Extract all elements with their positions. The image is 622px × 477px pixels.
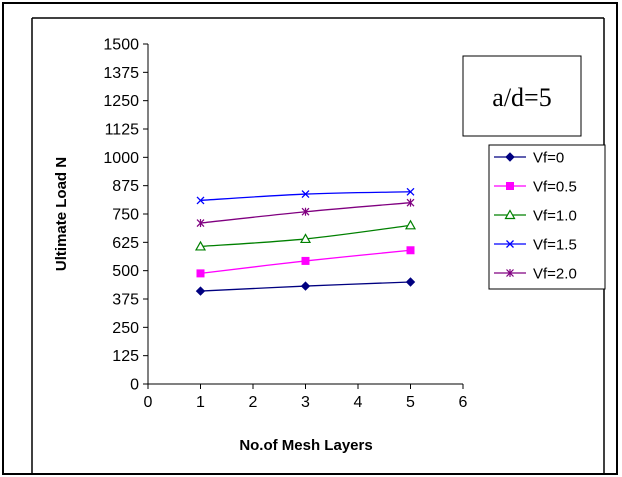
x-tick-label: 2: [249, 394, 258, 411]
series-line-3: [200, 191, 411, 202]
legend-marker: [506, 182, 514, 190]
data-point: [196, 196, 205, 205]
legend-marker: [504, 209, 516, 220]
x-tick-label: 3: [301, 394, 310, 411]
legend-marker: [506, 269, 514, 277]
legend: Vf=0 Vf=0.5 Vf=1.0 Vf=1.5 Vf=2.0: [494, 150, 577, 283]
data-point: [406, 187, 415, 196]
y-tick-label: 1000: [103, 150, 139, 167]
y-tick-label: 250: [112, 320, 139, 337]
data-point: [299, 233, 312, 244]
y-tick-label: 1125: [105, 122, 140, 139]
x-axis-ticks: 0 1 2 3 4 5 6: [144, 384, 468, 411]
y-tick-label: 0: [130, 377, 139, 394]
data-point: [301, 190, 310, 199]
legend-label: Vf=1.0: [533, 208, 577, 225]
x-tick-label: 5: [406, 394, 415, 411]
data-point: [405, 277, 416, 287]
legend-label: Vf=2.0: [533, 266, 577, 283]
y-tick-label: 125: [112, 348, 139, 365]
y-tick-label: 1250: [103, 93, 139, 110]
x-tick-label: 0: [144, 394, 153, 411]
y-axis-ticks: 0 125 250 375 500 625 750 875 1000 1125 1250 1375 15…: [103, 37, 148, 394]
y-tick-label: 375: [112, 292, 139, 309]
data-point: [406, 198, 415, 207]
annotation-box: [462, 55, 582, 137]
data-point: [404, 219, 417, 230]
legend-label: Vf=1.5: [533, 237, 577, 254]
series-layer: [194, 187, 417, 296]
x-tick-label: 1: [196, 394, 205, 411]
x-tick-label: 6: [459, 394, 468, 411]
y-tick-label: 625: [112, 235, 139, 252]
y-axis-title: Ultimate Load N: [53, 157, 70, 271]
legend-marker: [506, 240, 514, 248]
legend-label: Vf=0: [533, 150, 564, 167]
y-tick-label: 1500: [103, 37, 139, 54]
data-point: [301, 256, 310, 265]
data-point: [194, 240, 207, 251]
data-point: [196, 219, 205, 228]
legend-marker: [505, 152, 515, 162]
annotation-text: a/d=5: [492, 83, 551, 112]
data-point: [300, 281, 311, 291]
y-tick-label: 750: [112, 207, 139, 224]
data-point: [301, 207, 310, 216]
data-point: [196, 269, 205, 278]
x-tick-label: 4: [354, 394, 363, 411]
data-point: [406, 246, 415, 255]
y-tick-label: 500: [112, 263, 139, 280]
legend-label: Vf=0.5: [533, 179, 577, 196]
data-point: [195, 286, 206, 296]
y-tick-label: 1375: [103, 65, 139, 82]
x-axis-title: No.of Mesh Layers: [239, 437, 372, 454]
y-tick-label: 875: [112, 178, 139, 195]
